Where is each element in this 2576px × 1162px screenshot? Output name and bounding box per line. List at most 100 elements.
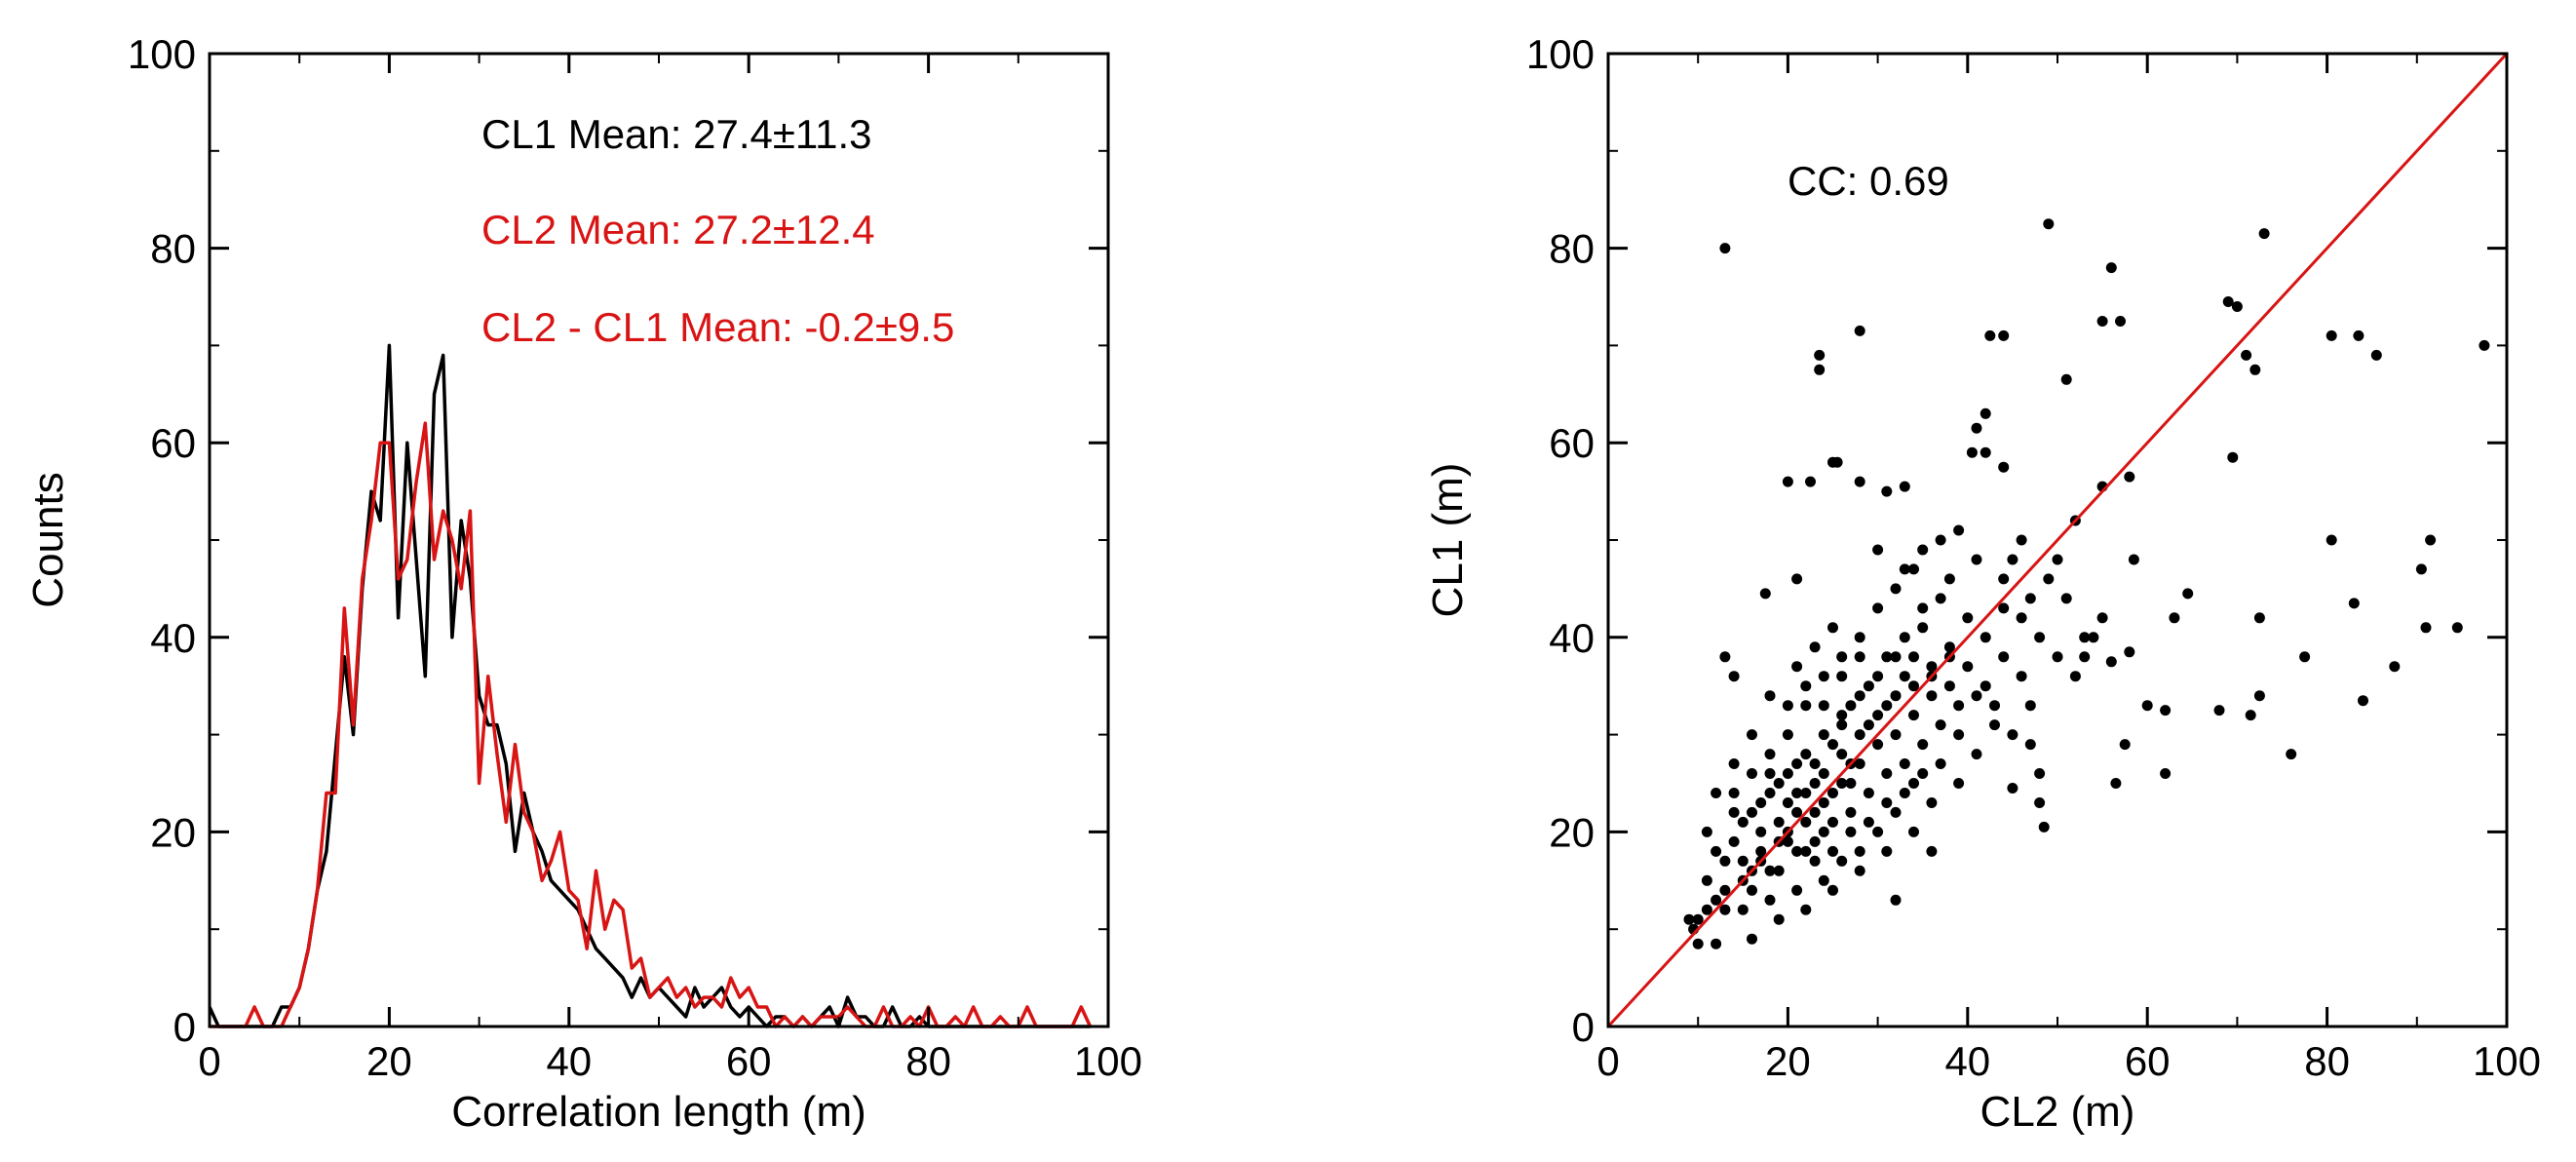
scatter-point	[1980, 680, 1991, 692]
scatter-point	[2326, 329, 2337, 341]
scatter-point	[2258, 228, 2270, 240]
scatter-point	[1728, 671, 1740, 682]
scatter-point	[1719, 651, 1731, 663]
scatter-point	[1845, 700, 1857, 712]
scatter-point	[1971, 690, 1982, 702]
scatter-point	[2420, 622, 2432, 634]
scatter-point	[1854, 476, 1865, 487]
scatter-point	[1719, 904, 1731, 915]
scatter-annotation-cc: CC: 0.69	[1788, 158, 1949, 204]
scatter-point	[2016, 534, 2027, 546]
scatter-point	[1809, 855, 1821, 867]
scatter-point	[1908, 563, 1919, 575]
scatter-point	[1791, 661, 1803, 673]
scatter-point	[1692, 913, 1704, 925]
scatter-point	[1917, 602, 1929, 614]
scatter-chart: 0 20 40 60 80 100 0 20 40 60 80 100 CC: 0.69 CL2 (m…	[1424, 31, 2541, 1136]
scatter-point	[1926, 797, 1938, 808]
scatter-point	[1791, 758, 1803, 769]
scatter-point	[1836, 749, 1848, 760]
scatter-point	[1809, 806, 1821, 818]
scatter-point	[1881, 700, 1893, 712]
scatter-point	[2024, 739, 2036, 751]
scatter-point	[1881, 845, 1893, 857]
scatter-point	[2079, 632, 2091, 643]
scatter-point	[2370, 349, 2382, 361]
scatter-point	[1818, 874, 1829, 886]
scatter-point	[1998, 329, 2010, 341]
scatter-point	[1800, 904, 1812, 915]
scatter-point	[2451, 622, 2463, 634]
scatter-point	[1818, 826, 1829, 837]
scatter-point	[1818, 700, 1829, 712]
scatter-point	[1908, 710, 1919, 721]
scatter-point	[1764, 768, 1776, 779]
scatter-point	[1728, 758, 1740, 769]
scatter-point	[1998, 573, 2010, 585]
scatter-point	[1926, 845, 1938, 857]
scatter-x-axis-label: CL2 (m)	[1980, 1088, 2135, 1136]
scatter-point	[2299, 651, 2311, 663]
scatter-point	[1747, 768, 1757, 779]
scatter-point	[1899, 671, 1910, 682]
scatter-point	[1782, 729, 1793, 741]
scatter-points-group	[1683, 218, 2490, 949]
scatter-point	[2024, 593, 2036, 604]
scatter-x-tick-label: 0	[1596, 1038, 1619, 1084]
scatter-y-axis-label: CL1 (m)	[1424, 463, 1472, 618]
scatter-point	[2169, 612, 2180, 624]
scatter-point	[2105, 262, 2117, 274]
scatter-point	[1728, 835, 1740, 847]
scatter-point	[1917, 739, 1929, 751]
scatter-point	[1782, 700, 1793, 712]
scatter-point	[2007, 783, 2019, 794]
scatter-x-tick-label: 60	[2125, 1038, 2171, 1084]
scatter-point	[1854, 690, 1865, 702]
scatter-point	[1881, 797, 1893, 808]
one-to-one-reference-line	[1606, 52, 2509, 1028]
scatter-point	[1989, 700, 2000, 712]
scatter-point	[1809, 778, 1821, 789]
scatter-point	[2096, 316, 2108, 327]
scatter-point	[2253, 612, 2265, 624]
scatter-y-tick-label: 40	[1549, 615, 1595, 661]
scatter-point	[1791, 788, 1803, 798]
scatter-point	[1836, 719, 1848, 731]
scatter-point	[1764, 749, 1776, 760]
scatter-point	[2096, 612, 2108, 624]
scatter-point	[1764, 690, 1776, 702]
scatter-point	[1971, 749, 1982, 760]
scatter-point	[1728, 788, 1740, 798]
scatter-point	[2034, 632, 2046, 643]
scatter-point	[1899, 481, 1910, 492]
scatter-y-tick-label: 0	[1572, 1004, 1595, 1050]
scatter-point	[1809, 641, 1821, 653]
scatter-point	[1998, 651, 2010, 663]
scatter-point	[1827, 845, 1838, 857]
scatter-point	[2115, 316, 2126, 327]
scatter-x-tick-label: 80	[2304, 1038, 2350, 1084]
scatter-point	[2128, 554, 2139, 565]
scatter-point	[1872, 544, 1884, 556]
scatter-point	[1809, 835, 1821, 847]
scatter-point	[1782, 835, 1793, 847]
scatter-point	[1719, 243, 1731, 254]
histogram-x-tick-label: 80	[905, 1038, 951, 1084]
scatter-point	[1827, 816, 1838, 828]
scatter-point	[1764, 788, 1776, 798]
scatter-point	[2016, 612, 2027, 624]
scatter-point	[1908, 826, 1919, 837]
scatter-point	[1890, 894, 1902, 906]
scatter-point	[1881, 651, 1893, 663]
scatter-point	[1953, 778, 1965, 789]
scatter-point	[1701, 904, 1712, 915]
scatter-point	[2007, 729, 2019, 741]
histogram-y-tick-label: 0	[173, 1004, 196, 1050]
scatter-point	[1953, 524, 1965, 536]
scatter-point	[1800, 749, 1812, 760]
scatter-point	[2038, 821, 2050, 833]
scatter-point	[1966, 446, 1978, 458]
scatter-point	[1845, 826, 1857, 837]
scatter-point	[1971, 422, 1982, 434]
scatter-point	[1962, 612, 1974, 624]
